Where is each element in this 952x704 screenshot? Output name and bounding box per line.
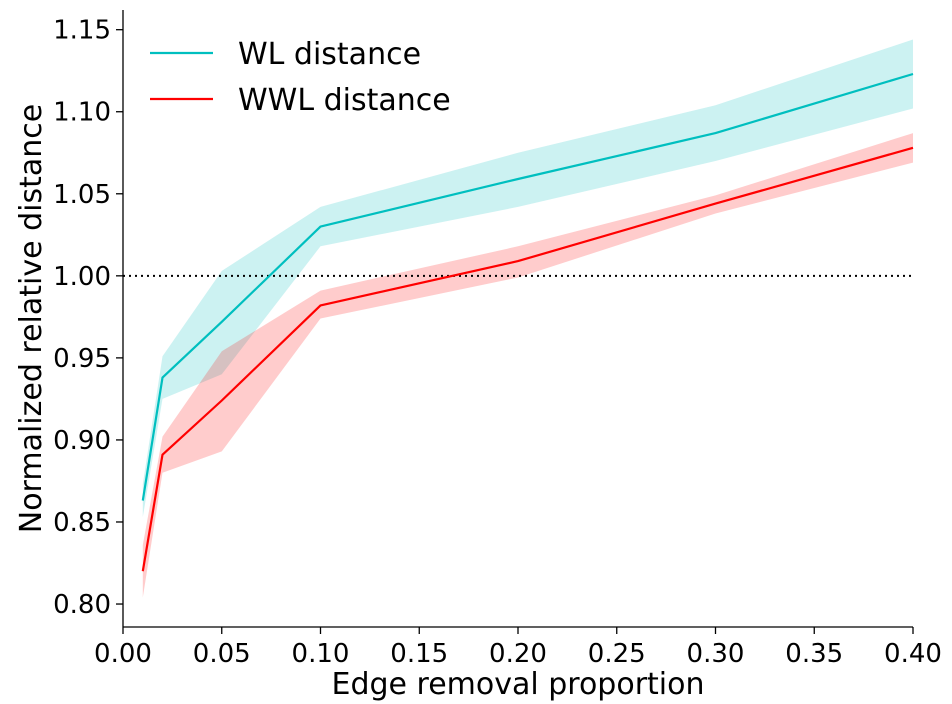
legend: WL distance WWL distance [150,37,451,118]
y-tick-label: 0.80 [53,590,111,620]
x-tick-label: 0.30 [687,639,745,669]
y-tick-label: 0.95 [53,344,111,374]
x-tick-label: 0.20 [489,639,547,669]
y-tick-label: 1.05 [53,180,111,210]
x-tick-label: 0.15 [390,639,448,669]
x-tick-label: 0.10 [292,639,350,669]
series-line-1 [141,146,914,572]
y-tick-label: 1.10 [53,98,111,128]
x-tick-label: 0.40 [884,639,942,669]
x-axis-label: Edge removal proportion [331,667,704,702]
y-tick-label: 0.85 [53,508,111,538]
legend-label-0: WL distance [238,37,421,72]
x-tick-label: 0.35 [785,639,843,669]
x-ticks: 0.00 0.05 0.10 0.15 0.20 0.25 0.30 0.35 0.40 [94,627,942,669]
x-tick-label: 0.05 [193,639,251,669]
y-tick-label: 1.00 [53,262,111,292]
series-band-0 [142,39,914,518]
legend-label-1: WWL distance [238,83,451,118]
series-line-0 [141,72,914,501]
x-tick-label: 0.25 [588,639,646,669]
y-axis-label: Normalized relative distance [14,104,49,533]
y-ticks: 0.80 0.85 0.90 0.95 1.00 1.05 1.10 1.15 [53,16,123,620]
y-tick-label: 1.15 [53,16,111,46]
series-band-1 [142,133,914,598]
axes: 0.00 0.05 0.10 0.15 0.20 0.25 0.30 0.35 0.40 0.8… [53,10,942,669]
series-lines [141,72,914,572]
confidence-bands [142,39,914,598]
y-tick-label: 0.90 [53,426,111,456]
x-tick-label: 0.00 [94,639,152,669]
